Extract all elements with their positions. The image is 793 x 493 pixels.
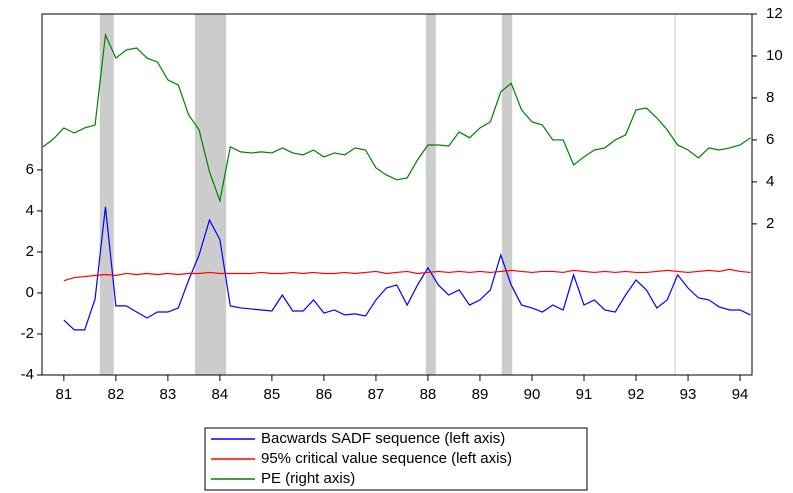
- x-tick-label: 94: [732, 386, 749, 403]
- plot-frame: [41, 13, 753, 376]
- y-tick-label: -4: [21, 366, 34, 383]
- x-tick-label: 87: [368, 386, 385, 403]
- x-tick-label: 84: [212, 386, 229, 403]
- series-line: [63, 206, 751, 331]
- y2-tick-label: 12: [766, 5, 783, 22]
- shaded-period: [501, 14, 513, 375]
- shaded-period: [425, 14, 436, 375]
- y2-tick-label: 2: [766, 215, 774, 232]
- y-tick-label: 0: [26, 284, 34, 301]
- x-tick-label: 88: [420, 386, 437, 403]
- y2-tick-label: 6: [766, 131, 774, 148]
- y2-tick-label: 10: [766, 47, 783, 64]
- y2-tick-label: 8: [766, 89, 774, 106]
- x-tick-label: 90: [524, 386, 541, 403]
- y-tick-label: 6: [26, 161, 34, 178]
- shaded-period: [674, 14, 676, 375]
- legend-box: [204, 427, 588, 491]
- y-tick-label: 2: [26, 243, 34, 260]
- series-line: [42, 32, 751, 204]
- x-tick-label: 89: [472, 386, 489, 403]
- shaded-period: [99, 14, 114, 375]
- legend-label: PE (right axis): [261, 470, 355, 487]
- x-tick-label: 93: [680, 386, 697, 403]
- x-tick-label: 86: [316, 386, 333, 403]
- x-tick-label: 83: [160, 386, 177, 403]
- y-tick-label: -2: [21, 325, 34, 342]
- x-tick-label: 81: [56, 386, 73, 403]
- series-line: [63, 268, 751, 282]
- y-tick-label: 4: [26, 202, 34, 219]
- x-tick-label: 91: [576, 386, 593, 403]
- x-tick-label: 85: [264, 386, 281, 403]
- x-tick-label: 92: [628, 386, 645, 403]
- legend-label: 95% critical value sequence (left axis): [261, 450, 512, 467]
- x-tick-label: 82: [108, 386, 125, 403]
- y2-tick-label: 4: [766, 173, 774, 190]
- legend-label: Bacwards SADF sequence (left axis): [261, 430, 505, 447]
